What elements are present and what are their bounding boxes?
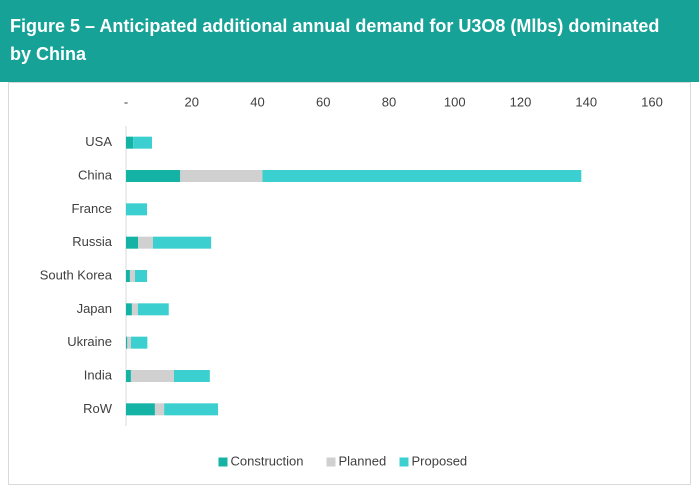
legend-swatch — [399, 457, 409, 467]
bar-segment — [130, 336, 148, 349]
x-tick-label: 100 — [444, 94, 466, 109]
bar-segment — [127, 336, 131, 349]
bar-segment — [130, 370, 174, 382]
legend-label: Planned — [339, 453, 387, 468]
y-tick-label: France — [72, 201, 112, 216]
bar-segment — [137, 303, 169, 316]
bar-segment — [134, 270, 148, 282]
y-tick-label: USA — [85, 134, 112, 149]
bar-segment — [173, 370, 210, 382]
y-tick-label: India — [84, 367, 113, 382]
bar-segment — [126, 336, 128, 349]
x-tick-label: - — [124, 94, 128, 109]
y-tick-label: Russia — [72, 234, 113, 249]
bar-segment — [126, 303, 132, 316]
bar-segment — [126, 270, 130, 282]
chart-border — [8, 82, 691, 485]
bar-segment — [126, 136, 134, 149]
legend-label: Proposed — [412, 453, 468, 468]
bar-segment — [126, 203, 148, 216]
bar-segment — [152, 236, 212, 249]
bar-segment — [133, 136, 152, 149]
x-tick-label: 120 — [510, 94, 532, 109]
legend-label: Construction — [231, 453, 304, 468]
y-tick-label: South Korea — [40, 267, 113, 282]
title-banner: Figure 5 – Anticipated additional annual… — [0, 0, 699, 82]
bar-segment — [138, 236, 153, 249]
x-tick-label: 20 — [185, 94, 199, 109]
y-tick-label: RoW — [83, 401, 113, 416]
bar-segment — [154, 403, 165, 416]
y-tick-label: Ukraine — [67, 334, 112, 349]
bar-segment — [180, 170, 263, 182]
x-tick-label: 60 — [316, 94, 330, 109]
bar-segment — [164, 403, 219, 416]
x-tick-label: 40 — [250, 94, 264, 109]
x-tick-label: 160 — [641, 94, 663, 109]
bar-segment — [126, 170, 181, 182]
bar-segment — [131, 303, 138, 316]
legend-swatch — [218, 457, 228, 467]
bar-segment — [126, 236, 139, 249]
x-tick-label: 80 — [382, 94, 396, 109]
bar-segment — [126, 370, 131, 382]
y-tick-label: China — [78, 167, 113, 182]
y-tick-label: Japan — [77, 301, 112, 316]
legend-swatch — [326, 457, 336, 467]
x-tick-label: 140 — [575, 94, 597, 109]
bar-segment — [126, 403, 155, 416]
chart-title: Figure 5 – Anticipated additional annual… — [10, 16, 660, 64]
bar-segment — [262, 170, 582, 182]
bar-segment — [129, 270, 135, 282]
